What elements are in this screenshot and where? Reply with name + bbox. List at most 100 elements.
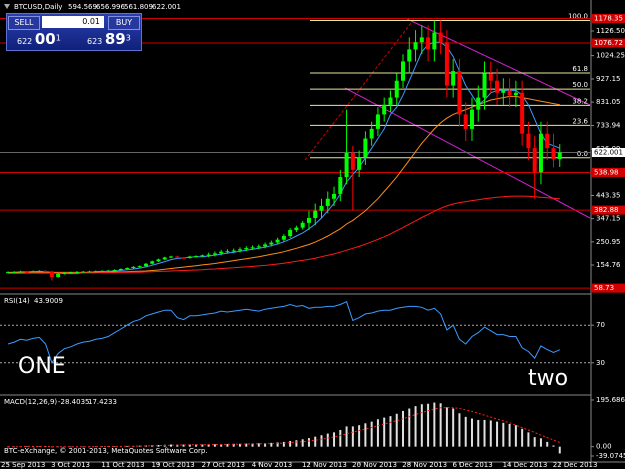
candle-body — [74, 271, 79, 273]
candle-body — [394, 80, 399, 98]
y-tick-label: 443.35 — [596, 192, 621, 200]
candle-body — [68, 272, 73, 274]
x-tick-label: 25 Sep 2013 — [1, 461, 45, 469]
y-tick-label: 250.95 — [596, 238, 621, 246]
candle-body — [407, 49, 412, 62]
y-tick-label: 1024.25 — [596, 52, 625, 60]
macd-bar — [433, 402, 436, 447]
candle-body — [313, 210, 318, 218]
macd-bar — [351, 426, 354, 447]
candle-body — [231, 250, 236, 252]
macd-bar — [157, 445, 160, 447]
x-tick-label: 6 Dec 2013 — [452, 461, 492, 469]
macd-bar — [57, 446, 60, 448]
macd-bar — [470, 418, 473, 447]
candle-body — [181, 257, 186, 259]
sell-button[interactable]: SELL — [8, 16, 40, 30]
macd-bar — [414, 406, 417, 447]
candle-body — [401, 61, 406, 81]
macd-bar — [514, 425, 517, 447]
macd-bar — [558, 446, 561, 454]
copyright: BTC-eXchange, © 2001-2013, MetaQuotes So… — [4, 447, 208, 455]
level-tag — [592, 38, 625, 48]
macd-bar — [182, 444, 185, 447]
macd-bar — [370, 421, 373, 447]
candle-body — [106, 270, 111, 272]
candle-body — [469, 109, 474, 129]
macd-bar — [452, 408, 455, 447]
y-tick-label: -39.0745 — [596, 452, 625, 460]
level-label: 1076.72 — [594, 39, 623, 47]
bid-pips: 00 — [34, 30, 56, 48]
candle-body — [332, 193, 337, 199]
macd-bar — [339, 429, 342, 447]
candle-body — [62, 272, 67, 274]
fib-label: 50.0 — [572, 81, 588, 89]
candle-body — [438, 32, 443, 43]
macd-bar — [170, 444, 173, 447]
candle-body — [100, 270, 105, 272]
x-tick-label: 4 Nov 2013 — [252, 461, 292, 469]
bid-price: 622 001 — [17, 30, 61, 48]
trade-panel: SELL 0.01 BUY 622 001 623 893 — [6, 13, 142, 51]
macd-bar — [439, 403, 442, 447]
candle-body — [225, 251, 230, 253]
macd-bar — [502, 422, 505, 447]
macd-bar — [345, 426, 348, 447]
candle-body — [212, 253, 217, 255]
macd-bar — [489, 420, 492, 447]
ohlc-readout: 594.569 — [68, 3, 97, 11]
moving-average — [7, 41, 560, 275]
rsi-title: RSI(14) — [4, 297, 30, 305]
candle-body — [388, 97, 393, 105]
macd-bar — [314, 436, 317, 447]
macd-bar — [220, 444, 223, 447]
candle-body — [150, 261, 155, 264]
x-tick-label: 14 Dec 2013 — [503, 461, 548, 469]
candle-body — [501, 90, 506, 93]
candle-body — [187, 256, 192, 258]
macd-bar — [326, 433, 329, 447]
ask-price: 623 893 — [87, 30, 131, 48]
ask-main: 623 — [87, 37, 103, 46]
buy-button[interactable]: BUY — [108, 16, 140, 30]
macd-bar — [427, 403, 430, 447]
candle-body — [6, 272, 10, 274]
lot-input[interactable]: 0.01 — [42, 16, 104, 28]
candle-body — [382, 104, 387, 115]
candle-body — [250, 247, 255, 249]
candle-body — [263, 244, 268, 247]
y-tick-label: 30 — [596, 359, 605, 367]
x-tick-label: 19 Oct 2013 — [151, 461, 194, 469]
candle-body — [413, 42, 418, 50]
macd-bar — [295, 440, 298, 447]
candle-body — [87, 271, 92, 273]
level-label: 58.73 — [594, 284, 614, 292]
macd-bar — [420, 404, 423, 447]
candle-body — [175, 256, 180, 258]
current-price-label: 622.001 — [594, 148, 623, 156]
level-tag — [592, 167, 625, 177]
candle-body — [319, 205, 324, 211]
macd-bar — [270, 442, 273, 447]
x-tick-label: 22 Dec 2013 — [553, 461, 598, 469]
candle-body — [269, 242, 274, 245]
candle-body — [482, 73, 487, 98]
candle-body — [125, 268, 130, 270]
macd-bar — [113, 446, 116, 447]
level-label: 538.98 — [594, 168, 619, 176]
level-tag — [592, 283, 625, 293]
symbol-title: BTCUSD,Daily — [14, 3, 62, 11]
candle-body — [457, 71, 462, 115]
macd-bar — [138, 445, 141, 447]
annotation: two — [528, 366, 569, 391]
candle-body — [495, 80, 500, 93]
candle-body — [143, 263, 148, 267]
candle-body — [112, 269, 117, 271]
macd-bar — [69, 446, 72, 448]
x-tick-label: 27 Oct 2013 — [202, 461, 245, 469]
macd-bar — [207, 444, 210, 447]
macd-bar — [13, 446, 16, 448]
x-tick-label: 20 Nov 2013 — [352, 461, 397, 469]
candle-body — [206, 254, 211, 256]
